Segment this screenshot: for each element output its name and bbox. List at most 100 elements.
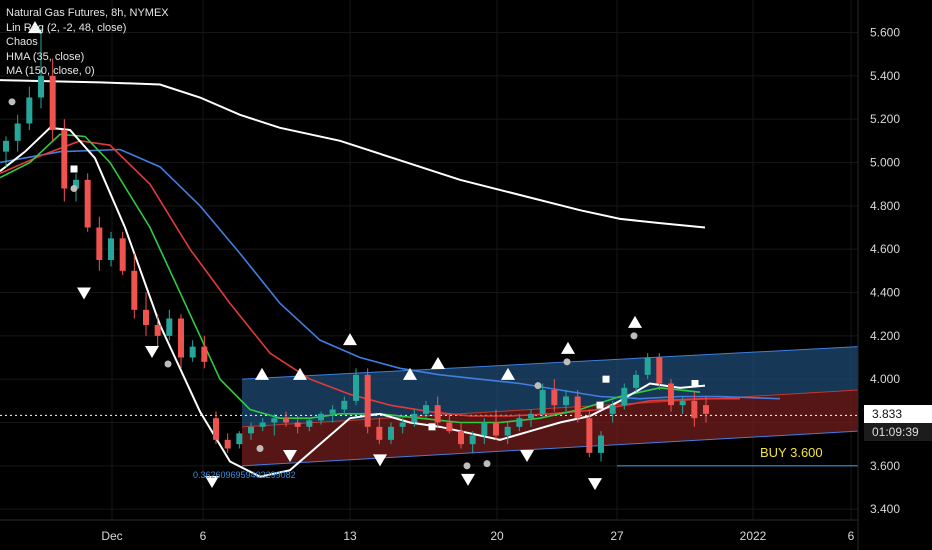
- candle-body: [283, 418, 289, 423]
- candle: [201, 335, 208, 369]
- countdown-label: 01:09:39: [864, 423, 932, 441]
- candle-body: [236, 433, 243, 445]
- candle: [668, 379, 674, 412]
- candle: [259, 418, 266, 432]
- candle-body: [668, 383, 674, 406]
- x-tick-label: Dec: [101, 529, 122, 543]
- candle: [516, 413, 523, 432]
- candle-body: [108, 238, 114, 260]
- candle: [26, 86, 33, 130]
- candle-body: [189, 346, 196, 358]
- y-tick-label: 4.200: [870, 329, 900, 343]
- candle: [61, 119, 68, 202]
- dot-marker: [463, 462, 471, 470]
- candle-body: [201, 346, 208, 362]
- candle: [143, 292, 149, 336]
- candle-body: [3, 140, 9, 152]
- candle-body: [318, 413, 324, 421]
- candle-body: [469, 435, 476, 445]
- candle-body: [306, 420, 313, 427]
- dot-marker: [534, 382, 542, 390]
- legend-title: Natural Gas Futures, 8h, NYMEX: [6, 7, 169, 19]
- up-arrow-marker: [501, 367, 515, 380]
- candle: [14, 114, 21, 152]
- y-tick-label: 4.000: [870, 372, 900, 386]
- candle: [504, 422, 511, 445]
- candle: [703, 396, 709, 423]
- candle-body: [481, 422, 488, 436]
- candle: [224, 433, 231, 453]
- candle: [306, 418, 313, 432]
- y-tick-label: 5.000: [870, 156, 900, 170]
- candle: [574, 390, 581, 423]
- y-tick-label: 4.800: [870, 199, 900, 213]
- candle: [458, 422, 464, 449]
- square-marker: [691, 380, 699, 387]
- candle: [633, 370, 639, 393]
- candle-body: [411, 413, 418, 423]
- up-arrow-marker: [561, 341, 575, 354]
- up-arrow-marker: [343, 333, 357, 346]
- square-marker: [602, 375, 610, 383]
- candle-body: [586, 418, 593, 453]
- candle-body: [703, 405, 709, 414]
- candle-body: [563, 396, 569, 406]
- candle: [329, 405, 336, 423]
- candle-body: [84, 179, 91, 228]
- y-tick-label: 5.400: [870, 69, 900, 83]
- red-line: [0, 140, 740, 417]
- candle: [691, 392, 698, 427]
- candle-body: [621, 387, 628, 406]
- candle: [481, 418, 488, 445]
- channel-upper-line: [241, 346, 859, 380]
- y-tick-label: 4.600: [870, 242, 900, 256]
- down-arrow-marker: [461, 473, 475, 486]
- up-arrow-marker: [293, 367, 307, 380]
- candle-body: [329, 409, 336, 414]
- dot-marker: [563, 358, 571, 366]
- buy-level-label: BUY 3.600: [760, 445, 823, 460]
- y-tick-label: 5.200: [870, 112, 900, 126]
- candle: [621, 383, 628, 410]
- candle: [563, 390, 569, 414]
- candle-body: [26, 97, 33, 124]
- candle-body: [341, 400, 348, 410]
- candle: [469, 431, 476, 453]
- candle: [434, 396, 441, 427]
- channel-lower-line: [241, 430, 859, 467]
- candle: [341, 396, 348, 414]
- square-marker: [428, 423, 436, 431]
- candle-body: [539, 390, 546, 414]
- candle: [154, 314, 161, 347]
- candle-body: [224, 439, 231, 449]
- candle-body: [294, 422, 301, 427]
- down-arrow-marker: [588, 478, 602, 491]
- candle-body: [73, 179, 79, 189]
- candle: [119, 231, 126, 276]
- candle: [423, 400, 429, 419]
- candle-body: [679, 400, 686, 406]
- candle: [84, 173, 91, 232]
- candle-body: [154, 325, 161, 336]
- indicator-lines: [0, 79, 781, 478]
- candle-body: [633, 374, 639, 388]
- candle: [38, 28, 44, 109]
- candle-body: [14, 123, 21, 141]
- square-marker: [70, 165, 78, 173]
- y-tick-label: 4.400: [870, 286, 900, 300]
- candle-body: [131, 270, 138, 310]
- candle-body: [353, 374, 359, 401]
- candle-body: [609, 405, 616, 414]
- candle-body: [388, 426, 394, 440]
- candle: [3, 136, 9, 167]
- candle-body: [423, 405, 429, 414]
- signal-markers: [8, 21, 699, 491]
- candle-body: [598, 435, 604, 453]
- candle: [493, 409, 499, 440]
- candle-body: [446, 422, 453, 432]
- x-tick-label: 13: [343, 529, 357, 543]
- candle-body: [376, 426, 383, 440]
- square-marker: [596, 401, 604, 409]
- candle-body: [213, 418, 219, 440]
